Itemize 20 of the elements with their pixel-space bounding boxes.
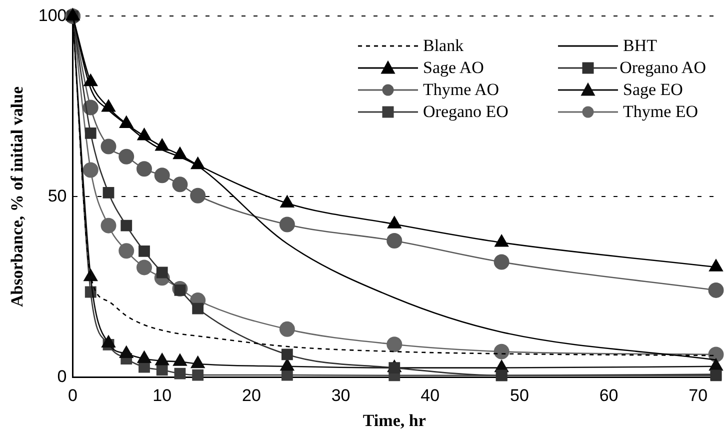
x-axis-title: Time, hr bbox=[362, 411, 426, 430]
legend-label: Oregano AO bbox=[620, 58, 706, 78]
legend-label: Blank bbox=[423, 36, 464, 56]
legend-label: BHT bbox=[623, 36, 657, 56]
x-tick-label: 70 bbox=[688, 386, 708, 406]
x-tick-label: 10 bbox=[152, 386, 172, 406]
legend-label: Sage AO bbox=[423, 58, 484, 78]
legend-label: Thyme AO bbox=[423, 80, 500, 100]
y-tick-label: 0 bbox=[57, 366, 67, 386]
y-tick-label: 50 bbox=[48, 186, 67, 206]
x-tick-label: 60 bbox=[599, 386, 618, 406]
legend-label: Thyme EO bbox=[623, 102, 698, 122]
y-axis-title: Absorbance, % of initial value bbox=[8, 86, 27, 307]
y-tick-label: 100 bbox=[38, 6, 67, 25]
legend-label: Oregano EO bbox=[423, 102, 508, 122]
legend-label: Sage EO bbox=[623, 80, 683, 100]
x-tick-label: 20 bbox=[242, 386, 261, 406]
x-tick-label: 50 bbox=[510, 386, 529, 406]
x-tick-label: 30 bbox=[331, 386, 350, 406]
x-tick-label: 40 bbox=[420, 386, 440, 406]
